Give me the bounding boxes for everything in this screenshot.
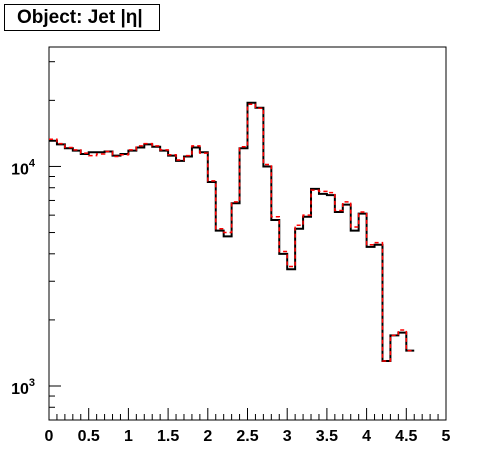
x-tick-label: 4.5 <box>395 428 417 445</box>
chart-title: Object: Jet |η| <box>4 4 160 31</box>
x-tick-label: 2.5 <box>236 428 258 445</box>
axis-layer: 0 0.5 1 1.5 2 2.5 3 3.5 4 4.5 5 103 104 <box>11 61 451 445</box>
x-tick-label: 1.5 <box>157 428 179 445</box>
series-line-2 <box>49 103 415 362</box>
x-tick-label: 0.5 <box>78 428 100 445</box>
y-tick-label: 103 <box>11 377 35 398</box>
series-layer <box>49 101 415 362</box>
y-tick-label: 104 <box>11 157 36 178</box>
x-tick-label: 1 <box>124 428 133 445</box>
x-tick-label: 2 <box>203 428 212 445</box>
x-tick-label: 3.5 <box>316 428 338 445</box>
x-tick-label: 0 <box>45 428 54 445</box>
x-tick-label: 5 <box>442 428 451 445</box>
x-tick-label: 3 <box>283 428 292 445</box>
x-tick-label: 4 <box>362 428 371 445</box>
